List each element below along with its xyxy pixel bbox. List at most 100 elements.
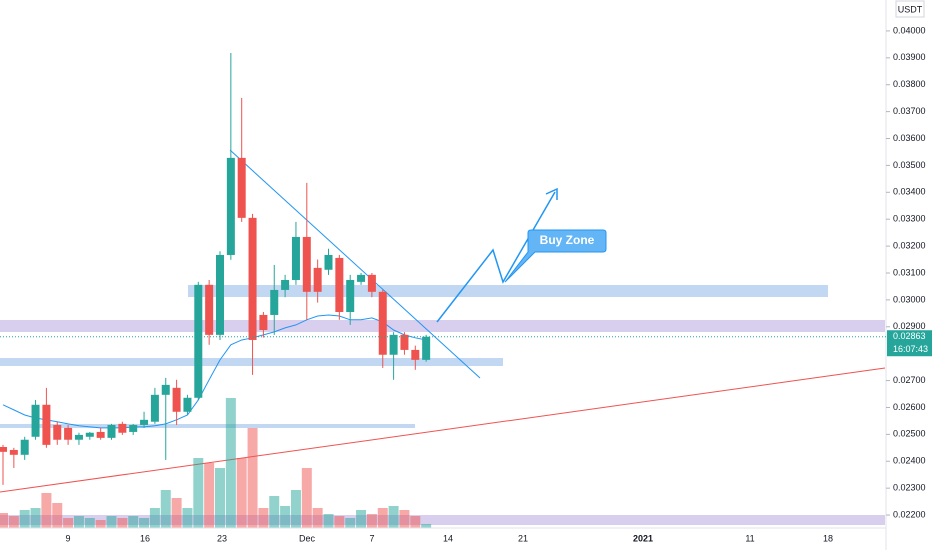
last-price: 0.02863 bbox=[893, 331, 926, 341]
candle-body bbox=[107, 424, 116, 438]
volume-bar bbox=[117, 518, 128, 528]
trend-line bbox=[0, 367, 886, 493]
volume-bar bbox=[171, 498, 182, 528]
candle-body bbox=[31, 404, 40, 437]
candle-body bbox=[161, 384, 170, 395]
volume-bar bbox=[410, 516, 421, 528]
zone bbox=[0, 515, 885, 525]
arrow-head bbox=[545, 187, 558, 200]
volume-bar bbox=[290, 490, 301, 528]
candle-body bbox=[259, 314, 268, 331]
ma-line bbox=[2, 314, 427, 429]
volume-bar bbox=[204, 463, 215, 528]
x-tick-label: Dec bbox=[299, 533, 316, 543]
y-tick-label: 0.02500 bbox=[893, 429, 926, 439]
y-tick-label: 0.03900 bbox=[893, 52, 926, 62]
candle-body bbox=[183, 397, 192, 412]
volume-bar bbox=[258, 508, 269, 528]
volume-bar bbox=[356, 510, 367, 528]
volume-bar bbox=[345, 518, 356, 528]
volume-bar bbox=[149, 508, 160, 528]
x-tick-label: 7 bbox=[369, 533, 374, 543]
volume-bar bbox=[19, 510, 30, 528]
candle-body bbox=[20, 439, 29, 455]
y-tick-label: 0.03400 bbox=[893, 187, 926, 197]
candle-body bbox=[346, 279, 355, 312]
currency-box bbox=[895, 0, 925, 18]
candle-body bbox=[118, 423, 127, 433]
x-tick-label: 23 bbox=[217, 533, 227, 543]
y-tick-label: 0.02700 bbox=[893, 375, 926, 385]
volume-bar bbox=[334, 516, 345, 528]
volume-bar bbox=[236, 458, 247, 528]
callout bbox=[504, 229, 607, 283]
candle-body bbox=[205, 284, 214, 335]
x-tick-label: 18 bbox=[823, 533, 833, 543]
y-tick-label: 0.02400 bbox=[893, 456, 926, 466]
x-tick-label: 11 bbox=[745, 533, 754, 543]
candle-body bbox=[248, 217, 257, 340]
y-tick-label: 0.03200 bbox=[893, 240, 926, 250]
y-tick-label: 0.03800 bbox=[893, 79, 926, 89]
volume-bar bbox=[193, 458, 204, 528]
volume-bar bbox=[106, 516, 117, 528]
y-tick-label: 0.02900 bbox=[893, 321, 926, 331]
candle-body bbox=[324, 254, 333, 270]
trend-line bbox=[229, 149, 481, 379]
volume-bar bbox=[421, 524, 432, 528]
volume-bar bbox=[312, 508, 323, 528]
volume-bar bbox=[366, 514, 377, 528]
y-tick-label: 0.03100 bbox=[893, 267, 926, 277]
candle-body bbox=[400, 334, 409, 350]
volume-bar bbox=[128, 516, 139, 528]
candle-body bbox=[226, 157, 235, 255]
volume-bar bbox=[139, 518, 150, 528]
candle-body bbox=[237, 157, 246, 218]
y-tick-label: 0.03700 bbox=[893, 106, 926, 116]
candle-body bbox=[270, 289, 279, 315]
y-tick-label: 0.03300 bbox=[893, 214, 926, 224]
currency: USDT bbox=[898, 4, 923, 14]
volume-bar bbox=[41, 493, 52, 528]
volume-bar bbox=[160, 490, 171, 528]
volume-bar bbox=[84, 518, 95, 528]
volume-bar bbox=[269, 496, 280, 528]
x-tick-label: 14 bbox=[443, 533, 453, 543]
y-tick-label: 0.03500 bbox=[893, 160, 926, 170]
candle-body bbox=[64, 427, 73, 440]
y-tick-label: 0.03000 bbox=[893, 294, 926, 304]
volume-bar bbox=[63, 518, 74, 528]
candle-body bbox=[9, 449, 18, 455]
candle-body bbox=[389, 334, 398, 355]
candle-body bbox=[216, 254, 224, 335]
candle-body bbox=[140, 419, 149, 425]
volume-bar bbox=[225, 398, 236, 528]
candle-body bbox=[281, 279, 290, 290]
volume-bar bbox=[0, 513, 8, 528]
zone bbox=[0, 320, 885, 332]
candle-body bbox=[313, 267, 322, 292]
y-tick-label: 0.03600 bbox=[893, 133, 926, 143]
y-tick-label: 0.02200 bbox=[893, 509, 926, 519]
candle-body bbox=[0, 447, 7, 452]
candle-body bbox=[378, 291, 387, 355]
candle-body bbox=[302, 236, 311, 292]
y-tick-label: 0.02600 bbox=[893, 402, 926, 412]
price-label-box bbox=[887, 330, 932, 357]
x-tick-label: 9 bbox=[65, 533, 70, 543]
volume-bar bbox=[301, 468, 312, 528]
x-tick-label: 2021 bbox=[633, 533, 653, 543]
candle-body bbox=[172, 387, 181, 412]
candle-body bbox=[129, 424, 138, 432]
volume-bar bbox=[280, 506, 291, 528]
candle-body bbox=[411, 349, 420, 360]
y-tick-label: 0.02300 bbox=[893, 483, 926, 493]
zone bbox=[0, 358, 503, 366]
volume-bar bbox=[247, 428, 258, 528]
volume-bar bbox=[377, 508, 388, 528]
candle-body bbox=[85, 432, 94, 437]
x-tick-label: 16 bbox=[140, 533, 150, 543]
zone bbox=[0, 424, 415, 428]
annotation: Buy Zone bbox=[540, 233, 595, 247]
